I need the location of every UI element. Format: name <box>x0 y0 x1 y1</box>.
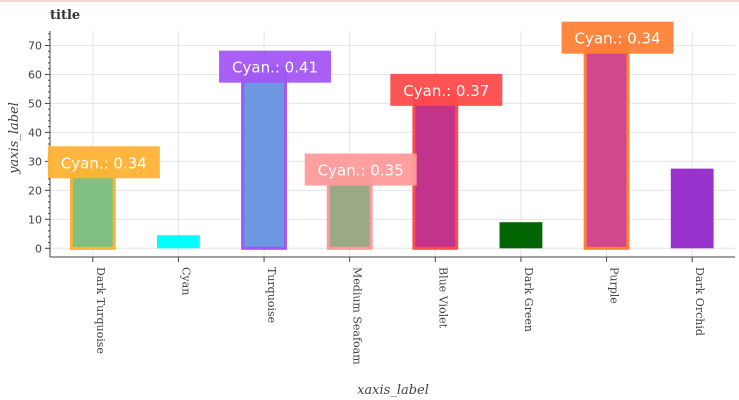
bar-cyan <box>157 235 200 249</box>
bar-dark-orchid <box>670 168 714 249</box>
bar-turquoise <box>241 67 287 250</box>
y-tick-label: 0 <box>35 242 42 255</box>
chart-title: title <box>50 8 81 23</box>
annotation-box <box>219 50 332 83</box>
y-tick-label: 70 <box>28 39 42 52</box>
x-tick-label: Dark Turquoise <box>94 267 107 354</box>
annotation-box <box>561 21 674 54</box>
bar-blue-violet <box>412 90 459 250</box>
annotation-label: Cyan.: 0.35 <box>318 162 404 180</box>
annotation-label: Cyan.: 0.34 <box>575 30 661 48</box>
annotation-box <box>390 73 503 106</box>
x-tick-label: Turquoise <box>265 267 278 323</box>
annotation-box <box>304 153 417 186</box>
annotation-label: Cyan.: 0.41 <box>232 59 318 77</box>
y-tick-label: 40 <box>28 126 42 139</box>
x-tick-label: Medium Seafoam <box>351 267 364 365</box>
y-tick-label: 50 <box>28 97 42 110</box>
y-axis-title: yaxis_label <box>7 102 22 175</box>
x-tick-label: Purple <box>608 267 621 304</box>
annotation-label: Cyan.: 0.34 <box>61 154 147 172</box>
x-tick-label: Cyan <box>179 267 192 295</box>
y-tick-label: 20 <box>28 184 42 197</box>
annotation-box <box>47 146 160 179</box>
axes: 0 10 20 30 40 50 60 70 Dark Turquoise Cyan Turquoi… <box>28 31 735 365</box>
x-tick-label: Dark Orchid <box>693 267 706 336</box>
grid-lines <box>50 31 735 257</box>
x-tick-label: Dark Green <box>522 267 535 332</box>
annotation-label: Cyan.: 0.37 <box>403 82 489 100</box>
bar-purple <box>583 38 630 250</box>
y-tick-label: 30 <box>28 155 42 168</box>
bar-dark-turquoise <box>69 162 116 250</box>
annotation-labels: Cyan.: 0.34 Cyan.: 0.41 Cyan.: 0.35 Cyan.: … <box>47 21 674 186</box>
y-tick-label: 60 <box>28 68 42 81</box>
top-accent-strip <box>0 0 739 2</box>
bar-dark-green <box>499 222 543 249</box>
x-tick-label: Blue Violet <box>436 267 449 329</box>
y-tick-label: 10 <box>28 213 42 226</box>
bars <box>69 38 714 250</box>
x-axis-title: xaxis_label <box>357 383 429 398</box>
